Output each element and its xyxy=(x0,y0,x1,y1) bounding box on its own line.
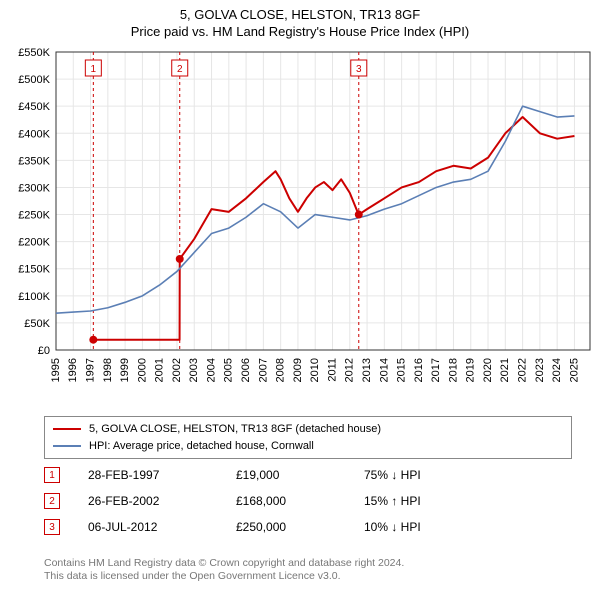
legend: 5, GOLVA CLOSE, HELSTON, TR13 8GF (detac… xyxy=(44,416,572,459)
svg-text:2003: 2003 xyxy=(188,358,200,382)
event-marker-icon: 1 xyxy=(44,467,60,483)
footnote-line: Contains HM Land Registry data © Crown c… xyxy=(44,557,564,571)
svg-text:2011: 2011 xyxy=(326,358,338,382)
svg-text:£450K: £450K xyxy=(18,101,50,113)
svg-text:1996: 1996 xyxy=(67,358,79,382)
svg-text:2002: 2002 xyxy=(171,358,183,382)
svg-text:£150K: £150K xyxy=(18,264,50,276)
svg-text:£100K: £100K xyxy=(18,291,50,303)
svg-text:£300K: £300K xyxy=(18,182,50,194)
svg-text:2004: 2004 xyxy=(205,358,217,382)
svg-text:2001: 2001 xyxy=(154,358,166,382)
svg-text:2005: 2005 xyxy=(223,358,235,382)
event-row: 3 06-JUL-2012 £250,000 10% ↓ HPI xyxy=(44,514,554,540)
svg-text:£0: £0 xyxy=(38,345,50,357)
svg-text:1995: 1995 xyxy=(50,358,62,382)
svg-text:£400K: £400K xyxy=(18,128,50,140)
svg-text:2015: 2015 xyxy=(396,358,408,382)
legend-swatch xyxy=(53,445,81,447)
chart-subtitle: Price paid vs. HM Land Registry's House … xyxy=(0,24,600,43)
chart-title: 5, GOLVA CLOSE, HELSTON, TR13 8GF xyxy=(0,0,600,24)
svg-text:3: 3 xyxy=(356,64,362,75)
event-hpi: 75% ↓ HPI xyxy=(364,468,484,482)
svg-text:1997: 1997 xyxy=(84,358,96,382)
event-date: 26-FEB-2002 xyxy=(88,494,208,508)
svg-text:£350K: £350K xyxy=(18,155,50,167)
chart: £0 £50K £100K £150K £200K £250K £300K £350K £400… xyxy=(6,48,594,408)
svg-text:2014: 2014 xyxy=(378,358,390,382)
event-price: £19,000 xyxy=(236,468,336,482)
event-row: 1 28-FEB-1997 £19,000 75% ↓ HPI xyxy=(44,462,554,488)
svg-text:£550K: £550K xyxy=(18,48,50,59)
svg-text:2: 2 xyxy=(177,64,183,75)
svg-text:2022: 2022 xyxy=(517,358,529,382)
event-hpi: 10% ↓ HPI xyxy=(364,520,484,534)
legend-swatch xyxy=(53,428,81,430)
svg-text:2023: 2023 xyxy=(534,358,546,382)
svg-text:2017: 2017 xyxy=(430,358,442,382)
event-price: £250,000 xyxy=(236,520,336,534)
svg-text:2006: 2006 xyxy=(240,358,252,382)
footnote-line: This data is licensed under the Open Gov… xyxy=(44,570,564,584)
legend-item: HPI: Average price, detached house, Corn… xyxy=(53,438,563,455)
svg-text:2013: 2013 xyxy=(361,358,373,382)
event-price: £168,000 xyxy=(236,494,336,508)
event-date: 06-JUL-2012 xyxy=(88,520,208,534)
event-marker-icon: 3 xyxy=(44,519,60,535)
legend-label: 5, GOLVA CLOSE, HELSTON, TR13 8GF (detac… xyxy=(89,421,381,438)
svg-text:2024: 2024 xyxy=(551,358,563,382)
svg-text:2009: 2009 xyxy=(292,358,304,382)
svg-text:2016: 2016 xyxy=(413,358,425,382)
svg-text:£500K: £500K xyxy=(18,74,50,86)
event-list: 1 28-FEB-1997 £19,000 75% ↓ HPI 2 26-FEB… xyxy=(44,462,554,540)
legend-item: 5, GOLVA CLOSE, HELSTON, TR13 8GF (detac… xyxy=(53,421,563,438)
svg-text:£200K: £200K xyxy=(18,237,50,249)
svg-text:2010: 2010 xyxy=(309,358,321,382)
svg-text:£250K: £250K xyxy=(18,210,50,222)
svg-text:2020: 2020 xyxy=(482,358,494,382)
svg-text:2019: 2019 xyxy=(465,358,477,382)
event-row: 2 26-FEB-2002 £168,000 15% ↑ HPI xyxy=(44,488,554,514)
footnote: Contains HM Land Registry data © Crown c… xyxy=(44,557,564,584)
svg-text:2018: 2018 xyxy=(447,358,459,382)
svg-text:£50K: £50K xyxy=(24,318,50,330)
event-hpi: 15% ↑ HPI xyxy=(364,494,484,508)
svg-text:2012: 2012 xyxy=(344,358,356,382)
svg-text:1998: 1998 xyxy=(102,358,114,382)
svg-text:1: 1 xyxy=(91,64,97,75)
svg-text:2000: 2000 xyxy=(136,358,148,382)
svg-text:2007: 2007 xyxy=(257,358,269,382)
legend-label: HPI: Average price, detached house, Corn… xyxy=(89,438,314,455)
chart-container: 5, GOLVA CLOSE, HELSTON, TR13 8GF Price … xyxy=(0,0,600,590)
event-marker-icon: 2 xyxy=(44,493,60,509)
svg-text:2008: 2008 xyxy=(275,358,287,382)
svg-text:2025: 2025 xyxy=(568,358,580,382)
event-date: 28-FEB-1997 xyxy=(88,468,208,482)
svg-text:2021: 2021 xyxy=(499,358,511,382)
svg-text:1999: 1999 xyxy=(119,358,131,382)
